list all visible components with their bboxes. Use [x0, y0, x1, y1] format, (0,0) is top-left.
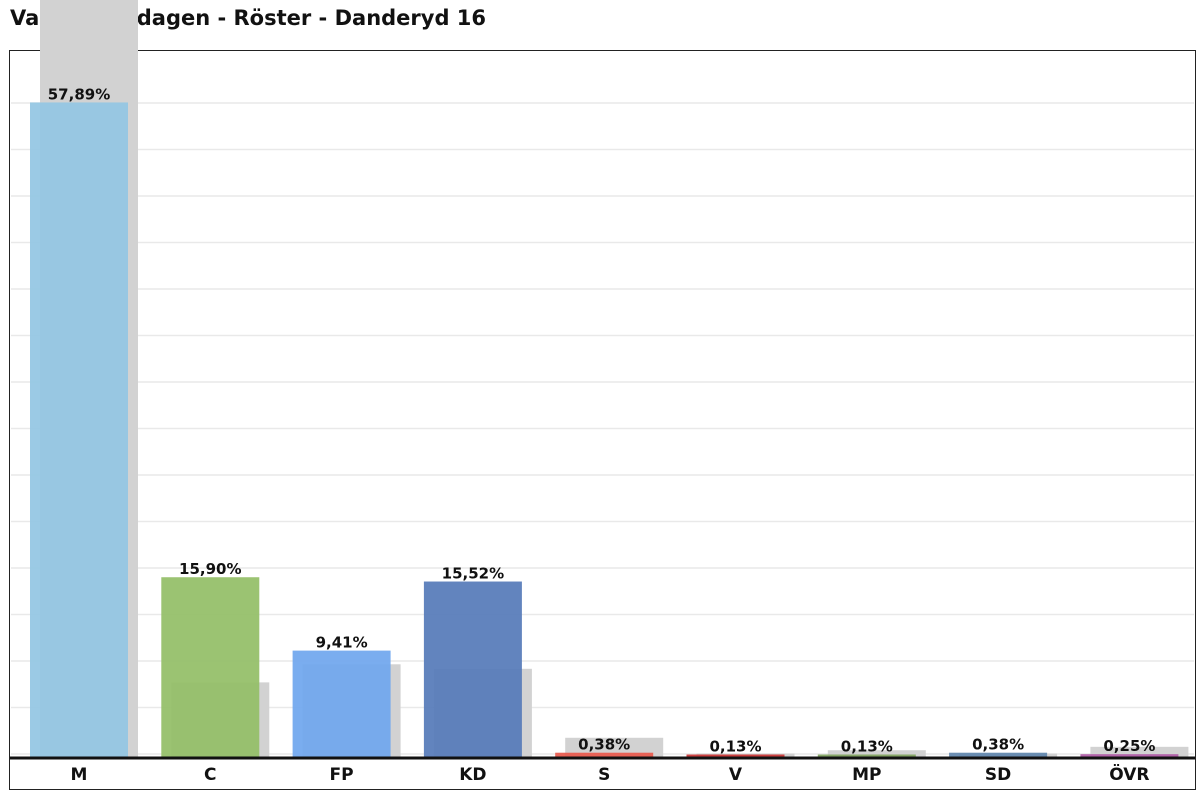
bar-current-övr [1080, 754, 1179, 757]
category-label-kd: KD [459, 765, 486, 785]
value-label-kd: 15,52% [442, 565, 504, 583]
value-labels: 57,89% 15,90% 9,41% 15,52% 0,38% 0,13% 0,13% 0,… [48, 85, 1156, 755]
value-label-övr: 0,25% [1103, 737, 1155, 755]
value-label-v: 0,13% [709, 738, 761, 756]
bar-previous-övr [1090, 746, 1189, 757]
category-label-c: C [204, 765, 216, 785]
bar-current-fp [292, 650, 391, 757]
bar-current-mp [817, 754, 916, 757]
category-label-v: V [729, 765, 743, 785]
category-labels: M C FP KD S V MP SD ÖVR [71, 763, 1150, 785]
value-label-mp: 0,13% [841, 738, 893, 756]
value-label-s: 0,38% [578, 736, 630, 754]
category-label-fp: FP [330, 765, 354, 785]
category-label-m: M [71, 765, 88, 785]
category-label-s: S [598, 765, 610, 785]
value-label-m: 57,89% [48, 85, 110, 103]
bar-current-m [30, 102, 128, 758]
bar-current-sd [949, 752, 1048, 757]
category-label-övr: ÖVR [1109, 763, 1149, 785]
category-label-sd: SD [985, 765, 1011, 785]
bar-current-c [161, 577, 260, 757]
bar-previous-s [565, 737, 664, 757]
bar-current-kd [423, 581, 522, 757]
value-label-sd: 0,38% [972, 736, 1024, 754]
category-label-mp: MP [852, 765, 881, 785]
bar-current-v [686, 754, 785, 757]
value-label-fp: 9,41% [316, 634, 368, 652]
bar-previous-mp [827, 750, 926, 757]
current-bars [30, 102, 1179, 758]
value-label-c: 15,90% [179, 560, 241, 578]
plot-frame [9, 50, 1196, 790]
bar-current-s [555, 752, 654, 757]
